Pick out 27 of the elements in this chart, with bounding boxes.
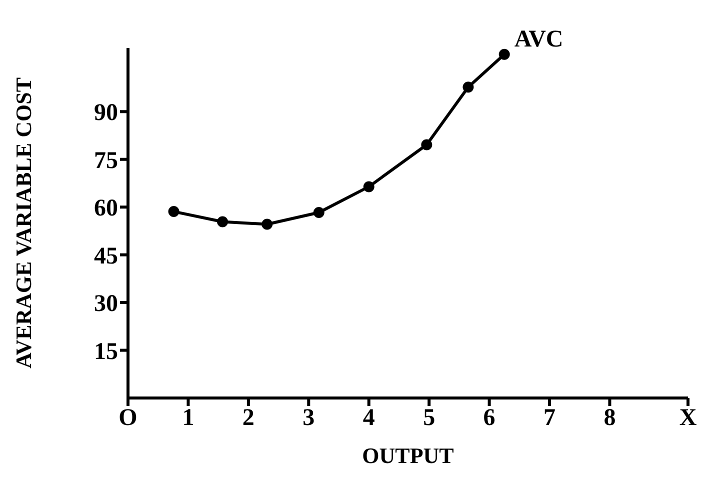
y-tick-label: 75 [94, 148, 118, 174]
point [462, 82, 474, 93]
x-tick-label: 5 [423, 405, 436, 432]
x-tick-label: 8 [604, 405, 616, 432]
series-label: AVC [514, 26, 564, 52]
x-tick-label: O [118, 405, 138, 432]
y-tick-label: 15 [94, 338, 118, 365]
point [262, 218, 273, 230]
x-tick-label: 2 [242, 405, 254, 432]
x-tick-label: 6 [483, 405, 496, 432]
y-tick-label: 60 [94, 196, 118, 222]
y-axis-title: AVERAGE VARIABLE COST [10, 77, 36, 368]
x-tick-label: 3 [302, 405, 315, 432]
y-tick-label: 90 [94, 100, 118, 126]
x-tick-label: 4 [362, 405, 375, 432]
point [313, 207, 324, 218]
point [363, 181, 374, 192]
x-tick-label: 1 [182, 405, 194, 432]
y-tick-label: 30 [94, 291, 118, 318]
point [498, 48, 510, 60]
point [217, 216, 228, 228]
point [168, 206, 180, 218]
point [421, 139, 432, 150]
x-tick-label: X [679, 405, 698, 432]
y-tick-label: 45 [94, 243, 118, 270]
x-tick-label: 7 [544, 405, 556, 432]
x-axis-title: OUTPUT [362, 443, 454, 468]
